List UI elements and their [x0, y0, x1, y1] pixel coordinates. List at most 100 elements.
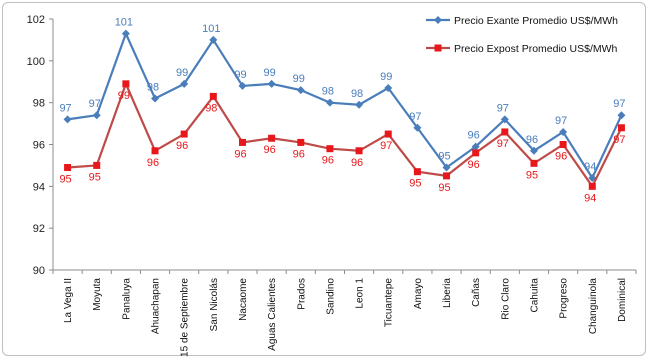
data-label: 98: [147, 81, 159, 93]
data-point: [559, 127, 568, 136]
x-tick-label: Aguas Calientes: [267, 278, 278, 351]
x-tick-label: Liberia: [442, 278, 453, 308]
data-label: 98: [351, 88, 363, 100]
data-label: 96: [555, 151, 567, 163]
data-point: [472, 149, 480, 157]
data-label: 99: [380, 71, 392, 83]
y-tick-label: 90: [33, 265, 45, 277]
data-point: [413, 168, 421, 176]
data-point: [180, 79, 189, 88]
data-point: [471, 142, 480, 151]
data-label: 96: [176, 140, 188, 152]
data-point: [268, 134, 276, 142]
y-tick-label: 98: [33, 98, 45, 110]
data-point: [443, 172, 451, 180]
x-tick-label: Progreso: [559, 278, 570, 319]
data-point: [588, 182, 596, 190]
data-label: 96: [322, 155, 334, 167]
data-point: [180, 130, 188, 138]
data-point: [530, 159, 538, 167]
legend-label: Precio Expost Promedio US$/MWh: [454, 43, 618, 55]
data-label: 101: [202, 23, 220, 35]
data-label: 96: [293, 148, 305, 160]
x-tick-label: Leon 1: [355, 278, 366, 309]
data-label: 97: [409, 111, 421, 123]
data-point: [500, 115, 509, 124]
data-label: 98: [322, 86, 334, 98]
chart-frame: [2, 2, 646, 356]
data-point: [63, 115, 72, 124]
data-label: 96: [468, 130, 480, 142]
data-label: 99: [264, 67, 276, 79]
y-tick-label: 96: [33, 140, 45, 152]
data-label: 96: [351, 157, 363, 169]
x-tick-label: Ticuantepe: [384, 278, 395, 328]
data-point: [209, 92, 217, 100]
data-label: 96: [468, 159, 480, 171]
x-tick-label: Amayo: [413, 278, 424, 310]
data-point: [529, 146, 538, 155]
x-tick-label: Rio Claro: [500, 278, 511, 320]
x-tick-label: Ahuachapan: [151, 278, 162, 334]
data-point: [238, 138, 246, 146]
x-tick-label: Panaluya: [121, 278, 132, 320]
data-point: [442, 163, 451, 172]
data-point: [151, 94, 160, 103]
data-label: 95: [59, 174, 71, 186]
data-point: [501, 128, 509, 136]
data-point: [64, 164, 72, 172]
data-label: 97: [555, 115, 567, 127]
x-tick-label: 15 de Septiembre: [180, 278, 191, 357]
data-point: [617, 111, 626, 120]
x-tick-label: Cañas: [471, 278, 482, 307]
data-label: 99: [176, 67, 188, 79]
legend-marker: [434, 16, 442, 24]
data-label: 96: [264, 144, 276, 156]
data-point: [296, 86, 305, 95]
legend-label: Precio Exante Promedio US$/MWh: [454, 15, 618, 27]
y-tick-label: 100: [27, 56, 45, 68]
data-point: [325, 98, 334, 107]
data-label: 96: [526, 134, 538, 146]
x-tick-label: La Vega II: [63, 278, 74, 323]
data-point: [122, 80, 130, 88]
data-point: [92, 111, 101, 120]
y-tick-label: 102: [27, 14, 45, 26]
y-tick-label: 92: [33, 223, 45, 235]
x-tick-label: Moyuta: [92, 278, 103, 311]
x-tick-label: Dominical: [617, 278, 628, 322]
data-label: 99: [118, 90, 130, 102]
data-label: 95: [438, 151, 450, 163]
data-label: 97: [613, 134, 625, 146]
data-label: 95: [89, 171, 101, 183]
data-label: 97: [497, 102, 509, 114]
x-tick-label: San Nicolás: [209, 278, 220, 331]
data-point: [121, 29, 130, 38]
data-point: [267, 79, 276, 88]
x-tick-label: Changuinola: [588, 278, 599, 335]
y-tick-label: 94: [33, 181, 45, 193]
data-point: [326, 145, 334, 153]
data-point: [355, 100, 364, 109]
legend-marker: [434, 44, 442, 52]
data-label: 99: [234, 69, 246, 81]
data-label: 98: [205, 102, 217, 114]
data-label: 97: [497, 138, 509, 150]
data-label: 96: [147, 157, 159, 169]
data-label: 94: [584, 192, 596, 204]
x-tick-label: Prados: [296, 278, 307, 310]
data-point: [384, 130, 392, 138]
x-tick-label: Sandino: [325, 278, 336, 315]
data-label: 99: [293, 73, 305, 85]
x-tick-label: Cahuita: [529, 278, 540, 313]
data-point: [93, 161, 101, 169]
data-point: [151, 147, 159, 155]
data-point: [209, 35, 218, 44]
data-label: 97: [613, 98, 625, 110]
data-point: [384, 84, 393, 93]
data-point: [413, 123, 422, 132]
data-point: [559, 141, 567, 148]
data-point: [297, 138, 305, 146]
data-label: 97: [380, 140, 392, 152]
